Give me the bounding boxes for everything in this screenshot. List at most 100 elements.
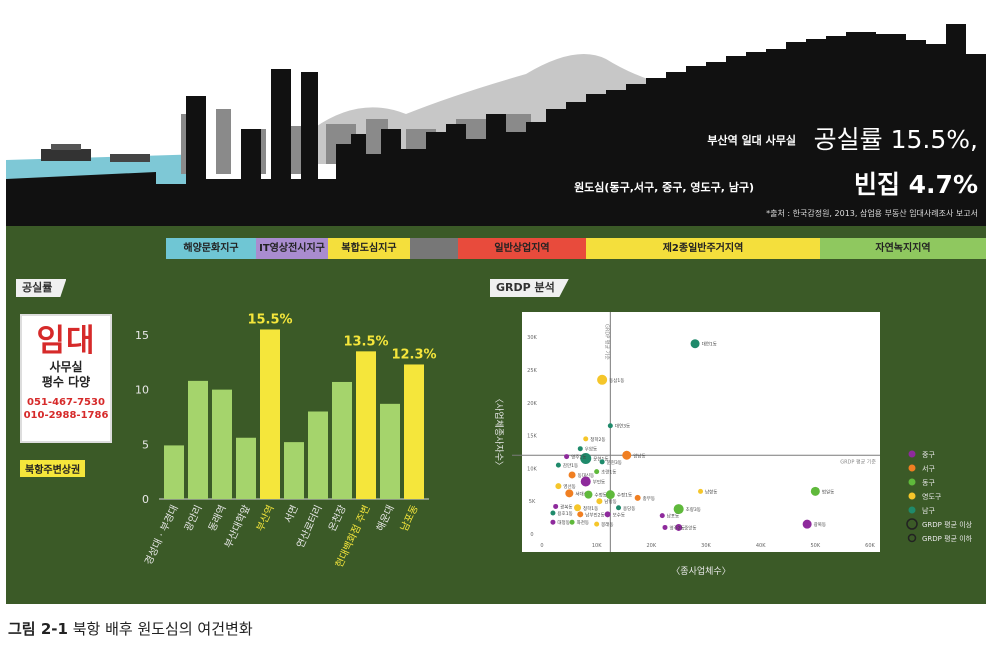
scatter-legend-label: 동구 <box>922 479 935 487</box>
scatter-point <box>580 476 591 487</box>
bar-10 <box>404 364 424 499</box>
bar-7 <box>332 381 352 499</box>
scatter-xtick-label: 50K <box>811 543 821 549</box>
scatter-ytick-label: 15K <box>527 434 537 440</box>
scatter-point-label: 부민동 <box>593 479 605 486</box>
scatter-point <box>675 523 683 531</box>
scatter-point <box>698 488 704 494</box>
scatter-point-label: 봉래동 <box>601 521 613 528</box>
scatter-point <box>673 504 684 515</box>
zone-2: 복합도심지구 <box>328 238 410 259</box>
bar-4 <box>260 329 280 499</box>
scatter-ytick-label: 0 <box>530 532 533 538</box>
scatter-point-label: 서대신동 <box>575 490 592 497</box>
scatter-legend-marker <box>906 518 918 530</box>
old-downtown-label: 원도심(동구,서구, 중구, 영도구, 남구) <box>574 181 754 194</box>
scatter-point <box>599 459 605 465</box>
scatter-point <box>577 446 583 452</box>
bar-0 <box>164 445 184 499</box>
empty-house-headline: 빈집 4.7% <box>853 170 978 199</box>
zone-strip: 해양문화지구 IT영상전시지구 복합도심지구 일반상업지역 제2종일반주거지역 자연녹지지… <box>166 238 986 259</box>
scatter-point-label: 수정동 <box>594 492 606 499</box>
scatter-point <box>577 511 584 518</box>
scatter-point-label: 범일동 <box>822 488 834 495</box>
scatter-point-label: 문현1동 <box>593 456 608 463</box>
scatter-ytick-label: 10K <box>527 466 537 472</box>
scatter-point-label: 중앙동 <box>684 524 696 531</box>
scatter-point <box>565 489 574 498</box>
scatter-point <box>802 519 812 529</box>
scatter-point-label: 영주2동 <box>670 524 685 531</box>
scatter-xtick-label: 0 <box>540 543 543 549</box>
scatter-point-label: 청학1동 <box>583 505 598 512</box>
scatter-legend-label: 중구 <box>922 451 935 459</box>
scatter-point <box>594 521 600 527</box>
bar-data-label: 12.3% <box>391 347 436 362</box>
bar-data-label: 13.5% <box>343 334 388 349</box>
bar-category-label: 남포동 <box>398 503 421 533</box>
bar-category-label: 경성대 · 부경대 <box>142 503 181 567</box>
scatter-point <box>555 483 562 490</box>
scatter-point-label: 광복동 <box>560 503 572 510</box>
scatter-point-label: 동삼1동 <box>609 377 624 384</box>
scatter-point-label: 용호1동 <box>557 511 572 517</box>
scatter-point <box>604 511 611 518</box>
scatter-legend-marker <box>908 478 916 486</box>
scatter-point-label: 남포동 <box>667 513 679 520</box>
scatter-point <box>810 486 820 496</box>
bar-ytick-label: 5 <box>142 438 149 451</box>
scatter-point-label: 초량3동 <box>686 506 701 513</box>
scatter-xtick-label: 40K <box>756 543 766 549</box>
scatter-point <box>584 490 593 499</box>
rent-sign-phone1: 051-467-7530 <box>27 397 105 408</box>
bar-ytick-label: 15 <box>135 329 149 342</box>
scatter-legend-label: 서구 <box>922 464 935 473</box>
scatter-xtick-label: 60K <box>865 543 875 549</box>
scatter-ytick-label: 5K <box>529 499 536 505</box>
scatter-point-label: 보수동 <box>613 512 625 518</box>
scatter-point-label: 좌천동 <box>577 519 589 526</box>
rent-sign-title: 임대 <box>36 323 96 359</box>
bar-6 <box>308 411 328 499</box>
for-rent-sign: 임대 사무실 평수 다양 051-467-7530 010-2988-1786 <box>20 314 112 443</box>
scatter-point <box>583 436 589 442</box>
scatter-point <box>553 503 559 509</box>
scatter-xtick-label: 20K <box>647 543 657 549</box>
zone-3 <box>410 238 458 259</box>
bar-3 <box>236 437 256 499</box>
bar-5 <box>284 442 304 499</box>
scatter-x-axis-label: 〈종사업체수〉 <box>671 566 730 577</box>
scatter-point <box>596 498 603 505</box>
scatter-legend-label: GRDP 평균 이상 <box>922 520 973 529</box>
bar-category-label: 부산역 <box>254 503 277 533</box>
scatter-point-label: 대청동 <box>557 519 569 526</box>
grdp-scatter-chart: 0 10K 20K 30K 40K 50K 60K 0 5K 10K 15K 20K 25K 30K GRD… <box>493 312 973 577</box>
grdp-section-tag: GRDP 분석 <box>490 279 569 297</box>
scatter-ytick-label: 25K <box>527 368 537 374</box>
scatter-legend-label: 남구 <box>922 506 935 515</box>
scatter-x-reference-label: GRDP 평균 기준 <box>603 324 610 360</box>
vacancy-rate-headline: 공실률 15.5%, <box>813 125 978 154</box>
scatter-ytick-label: 30K <box>527 335 537 341</box>
scatter-legend-label: 영도구 <box>922 492 942 501</box>
scatter-point-label: 초량1동 <box>601 469 616 476</box>
scatter-legend-marker <box>908 492 916 500</box>
scatter-point <box>580 453 592 465</box>
bar-2 <box>212 389 232 499</box>
figure-caption: 그림 2-1 북항 배후 원도심의 여건변화 <box>8 618 253 639</box>
scatter-point <box>550 510 556 516</box>
scatter-point-label: 대연3동 <box>615 423 630 430</box>
scatter-point-label: 영선동 <box>563 483 575 490</box>
scatter-point <box>605 490 615 500</box>
bar-category-label: 서면 <box>282 503 301 525</box>
scatter-point <box>555 462 561 468</box>
bar-ytick-label: 0 <box>142 493 149 506</box>
zone-1: IT영상전시지구 <box>256 238 328 259</box>
scatter-y-reference-label: GRDP 평균 기준 <box>840 458 876 465</box>
rent-sign-line1: 사무실 <box>49 360 83 374</box>
scatter-point <box>550 519 556 525</box>
scatter-point <box>634 494 641 501</box>
scatter-point <box>616 505 622 511</box>
zone-5: 제2종일반주거지역 <box>586 238 820 259</box>
scatter-y-axis-label: 〈사업체종사자수〉 <box>493 394 504 470</box>
